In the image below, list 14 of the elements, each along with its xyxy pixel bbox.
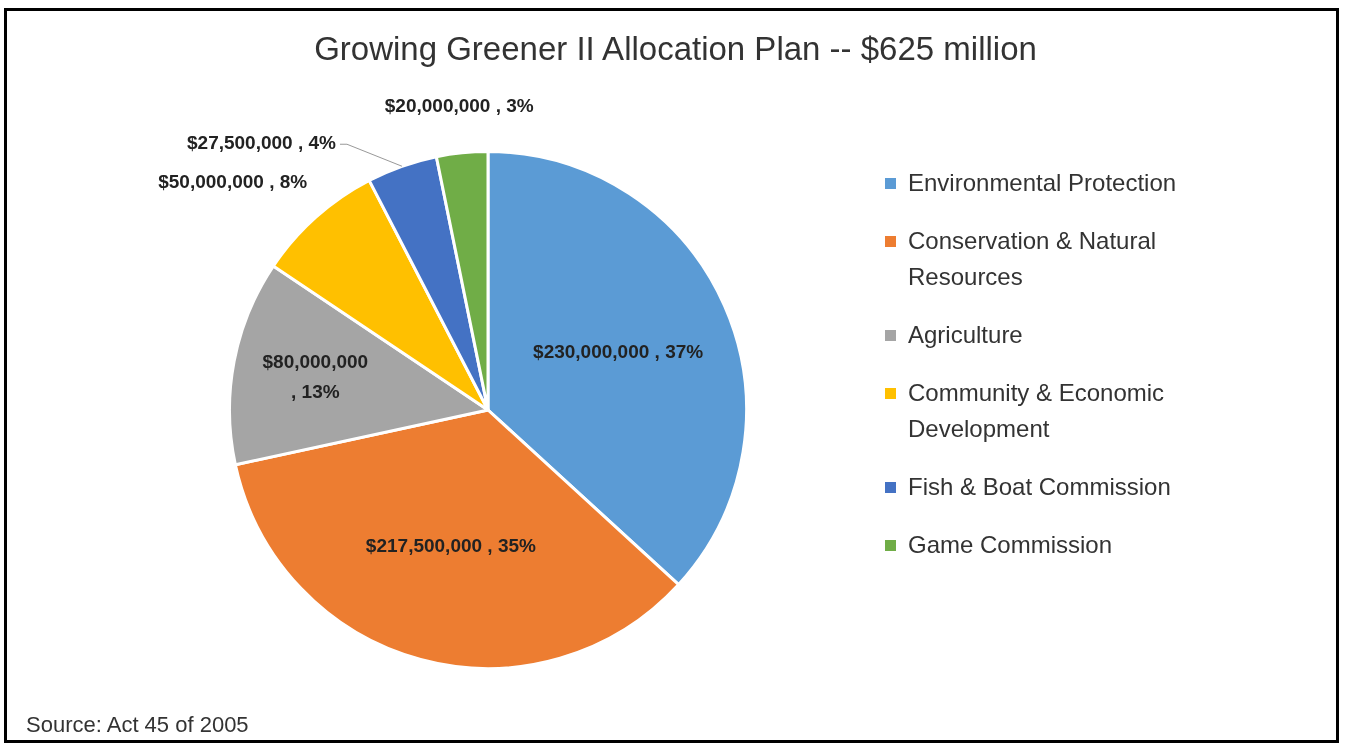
chart-title: Growing Greener II Allocation Plan -- $625 million <box>313 30 1038 68</box>
data-label: $20,000,000 , 3% <box>384 95 534 117</box>
data-label: $80,000,000 , 13% <box>262 351 369 403</box>
legend-label: Community & Economic Development <box>908 378 1166 444</box>
legend-label: Environmental Protection <box>908 168 1177 198</box>
data-label: $217,500,000 , 35% <box>365 535 537 557</box>
legend-label: Agriculture <box>908 320 1023 350</box>
source-note: Source: Act 45 of 2005 <box>26 712 249 738</box>
legend-label: Game Commission <box>908 530 1113 560</box>
legend-label: Conservation & Natural Resources <box>908 226 1158 292</box>
data-label: $27,500,000 , 4% <box>187 132 337 154</box>
legend-label: Fish & Boat Commission <box>908 472 1171 502</box>
data-label: $230,000,000 , 37% <box>533 340 704 362</box>
data-label: $50,000,000 , 8% <box>158 170 308 192</box>
